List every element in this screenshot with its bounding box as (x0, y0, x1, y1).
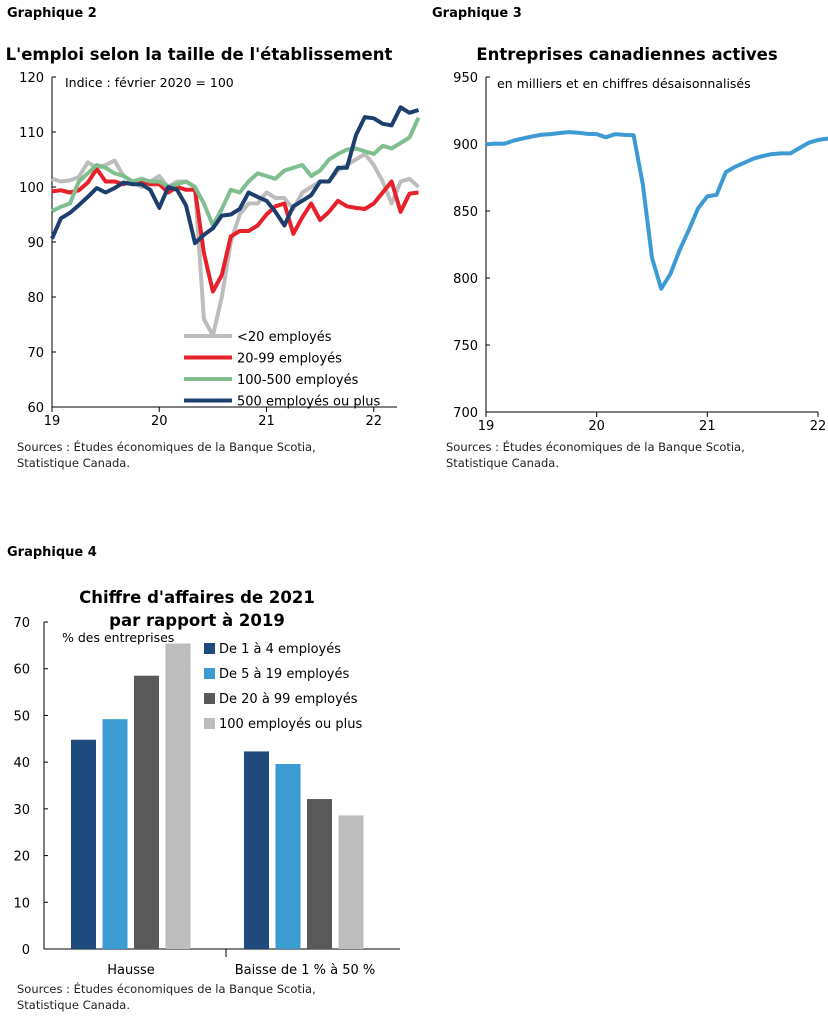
x-tick-label: 21 (258, 414, 275, 429)
series-line-3 (50, 105, 420, 246)
bar (275, 764, 301, 949)
chart-2-label: Graphique 2 (7, 6, 97, 21)
chart-3-label: Graphique 3 (432, 6, 522, 21)
y-tick-label: 120 (19, 71, 44, 86)
y-tick-label: 30 (13, 803, 30, 818)
y-tick-label: 60 (13, 663, 30, 678)
y-tick-label: 850 (453, 205, 478, 220)
bar-chart-4: 0 10 20 30 40 50 60 70 Hausse Baisse de 1 % à 50 … (13, 588, 400, 978)
y-tick-label: 110 (19, 126, 44, 141)
legend-label: De 5 à 19 employés (219, 667, 349, 682)
legend-swatch (204, 693, 215, 704)
y-tick-label: 20 (13, 850, 30, 865)
chart-4-label: Graphique 4 (7, 545, 97, 560)
chart-subtitle: % des entreprises (62, 630, 174, 645)
series-line-0 (51, 152, 420, 338)
series-line-2 (51, 116, 421, 228)
y-tick-label: 900 (453, 138, 478, 153)
chart-subtitle: Indice : février 2020 = 100 (65, 75, 234, 90)
legend-swatch (204, 668, 215, 679)
y-tick-label: 950 (453, 71, 478, 86)
legend-label: De 1 à 4 employés (219, 642, 341, 657)
legend-label: 500 employés ou plus (237, 395, 380, 410)
legend-label: 100-500 employés (237, 373, 359, 388)
series-line-0 (485, 130, 828, 291)
y-tick-label: 0 (22, 943, 30, 958)
legend-swatch (204, 718, 215, 729)
series-line-1 (51, 166, 419, 294)
y-tick-label: 40 (13, 756, 30, 771)
x-tick-label: 20 (151, 414, 168, 429)
y-tick-label: 800 (453, 272, 478, 287)
y-tick-label: 10 (13, 896, 30, 911)
bar (165, 643, 191, 949)
bar (102, 719, 128, 949)
x-tick-label: 21 (699, 419, 716, 434)
y-tick-label: 100 (19, 181, 44, 196)
bar (134, 675, 159, 949)
y-tick-label: 90 (27, 236, 44, 251)
x-category-label: Baisse de 1 % à 50 % (235, 963, 376, 978)
x-tick-label: 20 (588, 419, 605, 434)
legend-label: De 20 à 99 employés (219, 692, 358, 707)
line-chart-2: 60 70 80 90 100 110 120 19 20 21 22 L'emploi selon … (6, 45, 421, 429)
y-tick-label: 80 (27, 291, 44, 306)
bar (307, 799, 332, 949)
chart-2-sources: Sources : Études économiques de la Banqu… (17, 440, 316, 470)
legend-label: <20 employés (237, 330, 332, 345)
legend-label: 100 employés ou plus (219, 717, 362, 732)
bar (244, 751, 269, 949)
bar (71, 739, 96, 949)
chart-title: par rapport à 2019 (109, 611, 285, 630)
bar (338, 815, 364, 949)
x-tick-label: 19 (44, 414, 61, 429)
x-tick-label: 19 (478, 419, 495, 434)
y-tick-label: 50 (13, 709, 30, 724)
x-category-label: Hausse (107, 963, 155, 978)
x-tick-label: 22 (365, 414, 382, 429)
chart-4-sources: Sources : Études économiques de la Banqu… (17, 982, 316, 1012)
y-tick-label: 60 (27, 401, 44, 416)
chart-title: L'emploi selon la taille de l'établissem… (6, 45, 393, 64)
y-tick-label: 700 (453, 406, 478, 421)
chart-title: Entreprises canadiennes actives (476, 45, 778, 64)
legend-swatch (204, 643, 215, 654)
legend-label: 20-99 employés (237, 352, 342, 367)
x-tick-label: 22 (810, 419, 827, 434)
chart-3-sources: Sources : Études économiques de la Banqu… (446, 440, 745, 470)
y-tick-label: 750 (453, 339, 478, 354)
chart-title: Chiffre d'affaires de 2021 (79, 588, 315, 607)
chart-subtitle: en milliers et en chiffres désaisonnalis… (497, 76, 751, 91)
y-tick-label: 70 (27, 346, 44, 361)
y-tick-label: 70 (13, 616, 30, 631)
line-chart-3: 700 750 800 850 900 950 19 20 21 22 Entreprises ca… (453, 45, 828, 434)
